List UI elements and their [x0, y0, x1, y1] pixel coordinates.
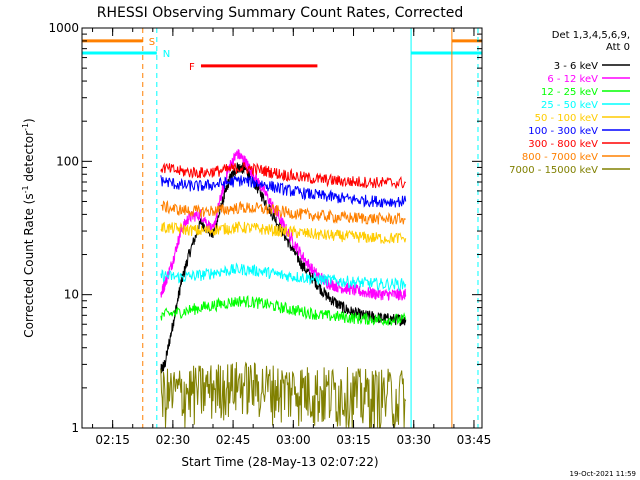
- state-markers: [142, 28, 479, 428]
- legend-label-5: 100 - 300 keV: [528, 126, 598, 137]
- footer-date: 19-Oct-2021 11:59: [570, 470, 636, 478]
- series-line-8: [160, 361, 407, 428]
- y-axis-label-end: ): [22, 118, 36, 123]
- y-axis-label-sup2: -1: [21, 123, 30, 131]
- y-tick-label-2: 100: [56, 154, 79, 168]
- legend-label-2: 12 - 25 keV: [541, 87, 598, 98]
- legend: 3 - 6 keV 6 - 12 keV 12 - 25 keV 25 - 50 ke…: [509, 61, 630, 176]
- y-axis-label-main: Corrected Count Rate (s: [22, 193, 36, 337]
- flag-label-S: S: [149, 37, 155, 48]
- x-tick-label-1: 02:30: [156, 433, 191, 447]
- legend-label-3: 25 - 50 keV: [541, 100, 598, 111]
- y-axis-ticks: 1 10 100 1000: [48, 21, 482, 435]
- series-line-7: [160, 199, 406, 226]
- series-lines: [160, 149, 407, 428]
- series-line-3: [160, 262, 407, 292]
- legend-label-0: 3 - 6 keV: [554, 61, 598, 72]
- flag-label-F: F: [189, 62, 195, 73]
- legend-label-6: 300 - 800 keV: [528, 139, 598, 150]
- x-tick-label-4: 03:15: [336, 433, 371, 447]
- legend-header-line2: Att 0: [606, 42, 630, 53]
- chart-title: RHESSI Observing Summary Count Rates, Co…: [97, 5, 463, 21]
- series-line-6: [160, 162, 407, 189]
- x-tick-label-5: 03:30: [396, 433, 431, 447]
- series-line-0: [160, 162, 407, 374]
- series-line-5: [160, 175, 407, 208]
- flag-label-N: N: [163, 49, 170, 60]
- x-tick-label-6: 03:45: [457, 433, 492, 447]
- series-line-4: [160, 221, 407, 245]
- legend-label-4: 50 - 100 keV: [535, 113, 599, 124]
- y-tick-label-3: 1000: [48, 21, 79, 35]
- x-axis-ticks: 02:15 02:30 02:45 03:00 03:15 03:30 03:45: [92, 28, 492, 447]
- y-axis-label-sup1: -1: [21, 185, 30, 193]
- x-axis-label: Start Time (28-May-13 02:07:22): [181, 455, 378, 469]
- y-tick-label-1: 10: [64, 288, 79, 302]
- x-tick-label-0: 02:15: [95, 433, 130, 447]
- legend-label-8: 7000 - 15000 keV: [509, 165, 598, 176]
- y-axis-label-mid: detector: [22, 131, 36, 186]
- legend-header-line1: Det 1,3,4,5,6,9,: [552, 30, 630, 41]
- attenuator-flags: SN F: [82, 37, 482, 73]
- x-tick-label-3: 03:00: [276, 433, 311, 447]
- legend-label-1: 6 - 12 keV: [547, 74, 598, 85]
- y-axis-label: Corrected Count Rate (s-1 detector-1): [21, 118, 36, 337]
- plot-frame: [81, 27, 483, 429]
- legend-label-7: 800 - 7000 keV: [522, 152, 598, 163]
- x-tick-label-2: 02:45: [216, 433, 251, 447]
- series-line-2: [160, 295, 407, 326]
- y-tick-label-0: 1: [71, 421, 79, 435]
